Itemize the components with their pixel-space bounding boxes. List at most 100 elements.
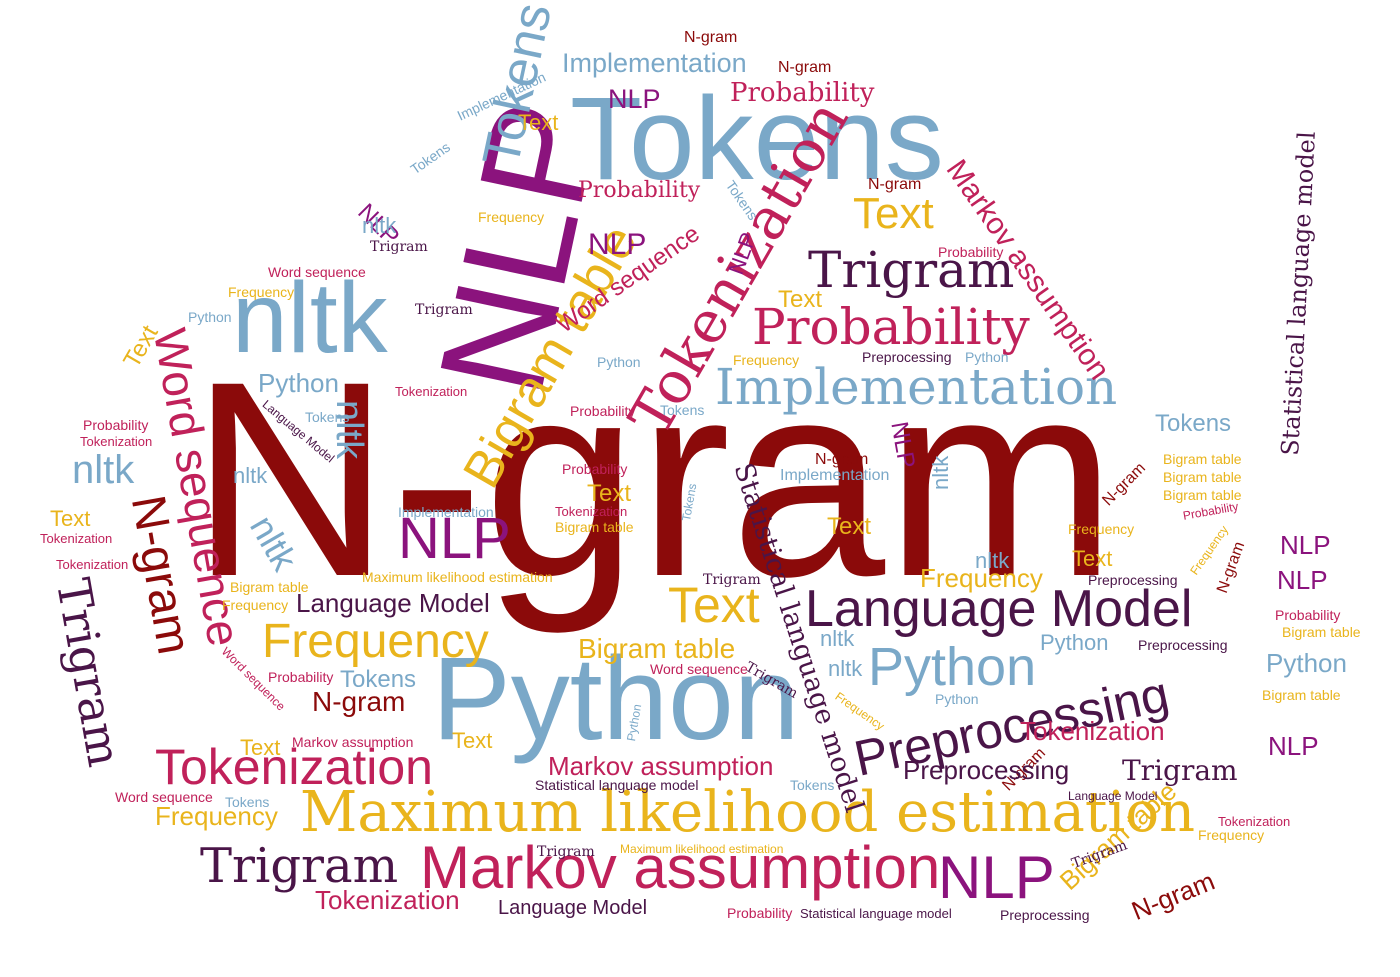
word-tokens: Tokens	[1155, 410, 1232, 437]
word-n-gram: N-gram	[778, 59, 832, 76]
word-language-model: Language Model	[1068, 789, 1158, 803]
word-probability: Probability	[570, 403, 636, 419]
word-bigram-table: Bigram table	[1262, 687, 1341, 703]
word-tokenization: Tokenization	[315, 885, 460, 915]
word-tokenization: Tokenization	[80, 434, 153, 449]
word-trigram: Trigram	[808, 241, 1015, 299]
word-tokenization: Tokenization	[40, 531, 113, 546]
word-bigram-table: Bigram table	[555, 519, 634, 535]
word-bigram-table: Bigram table	[1282, 624, 1361, 640]
word-n-gram: N-gram	[1127, 865, 1219, 926]
word-nltk: nltk	[975, 548, 1010, 573]
word-python: Python	[258, 368, 339, 398]
word-probability: Probability	[752, 298, 1030, 356]
word-word-sequence: Word sequence	[115, 789, 213, 805]
word-markov-assumption: Markov assumption	[292, 734, 414, 750]
word-bigram-table: Bigram table	[578, 633, 736, 664]
word-language-model: Language Model	[498, 897, 648, 919]
word-markov-assumption: Markov assumption	[420, 834, 941, 901]
word-bigram-table: Bigram table	[1163, 451, 1242, 467]
word-maximum-likelihood-estimation: Maximum likelihood estimation	[620, 842, 784, 856]
word-tokens: Tokens	[790, 777, 835, 793]
word-text: Text	[827, 513, 872, 540]
word-preprocessing: Preprocessing	[903, 755, 1070, 785]
word-n-gram: N-gram	[1214, 539, 1249, 596]
word-tokenization: Tokenization	[155, 739, 433, 795]
word-tokens: Tokens	[340, 666, 417, 693]
word-tokens: Tokens	[570, 73, 944, 205]
word-python: Python	[868, 637, 1037, 697]
word-text: Text	[50, 506, 91, 531]
word-preprocessing: Preprocessing	[862, 349, 952, 365]
word-nltk: nltk	[233, 463, 268, 488]
word-statistical-language-model: Statistical language model	[535, 777, 699, 793]
word-preprocessing: Preprocessing	[1000, 907, 1090, 923]
word-statistical-language-model: Statistical language model	[800, 906, 952, 921]
word-trigram: Trigram	[45, 574, 132, 771]
word-preprocessing: Preprocessing	[1088, 572, 1178, 588]
word-nltk: nltk	[362, 213, 397, 238]
word-python: Python	[597, 354, 641, 370]
word-trigram: Trigram	[537, 844, 595, 860]
word-maximum-likelihood-estimation: Maximum likelihood estimation	[362, 569, 553, 585]
word-frequency: Frequency	[920, 563, 1043, 593]
word-trigram: Trigram	[1122, 754, 1238, 787]
word-n-gram: N-gram	[868, 176, 922, 193]
word-bigram-table: Bigram table	[1163, 487, 1242, 503]
word-trigram: Trigram	[703, 572, 761, 588]
word-probability: Probability	[938, 244, 1004, 260]
word-tokenization: Tokenization	[1020, 716, 1165, 746]
word-frequency: Frequency	[1198, 827, 1265, 843]
word-python: Python	[432, 633, 800, 765]
word-tokens: Tokens	[305, 409, 350, 425]
word-text: Text	[587, 480, 632, 507]
word-bigram-table: Bigram table	[1163, 469, 1242, 485]
word-language-model: Language Model	[296, 588, 490, 618]
word-frequency: Frequency	[262, 615, 489, 668]
word-implementation: Implementation	[780, 467, 890, 484]
word-tokens: Tokens	[225, 794, 270, 810]
word-nlp: NLP	[1280, 530, 1331, 560]
word-word-sequence: Word sequence	[650, 661, 748, 677]
word-preprocessing: Preprocessing	[1138, 637, 1228, 653]
word-implementation: Implementation	[398, 504, 494, 520]
word-text: Text	[668, 577, 760, 633]
word-frequency: Frequency	[155, 801, 278, 831]
word-probability: Probability	[562, 461, 628, 477]
word-implementation: Implementation	[562, 48, 747, 78]
word-nltk: nltk	[72, 448, 135, 492]
word-probability: Probability	[727, 905, 793, 921]
word-nlp: NLP	[588, 228, 647, 261]
word-text: Text	[452, 728, 493, 753]
word-python: Python	[1040, 630, 1109, 655]
word-trigram: Trigram	[200, 838, 399, 894]
word-markov-assumption: Markov assumption	[548, 751, 774, 781]
word-nlp: NLP	[938, 844, 1055, 911]
word-probability: Probability	[1275, 607, 1341, 623]
word-n-gram: N-gram	[684, 29, 738, 46]
word-bigram-table: Bigram table	[230, 579, 309, 595]
word-trigram: Trigram	[370, 239, 428, 255]
word-python: Python	[1266, 648, 1347, 678]
word-python: Python	[935, 691, 979, 707]
word-python: Python	[188, 309, 232, 325]
word-text: Text	[518, 110, 559, 135]
word-implementation: Implementation	[715, 358, 1118, 416]
word-nlp: NLP	[398, 506, 511, 571]
word-nlp: NLP	[1277, 565, 1328, 595]
word-probability: Probability	[578, 178, 701, 203]
word-tokenization: Tokenization	[56, 557, 129, 572]
word-text: Text	[1072, 546, 1113, 571]
word-trigram: Trigram	[415, 302, 473, 318]
word-nltk: nltk	[828, 656, 863, 681]
word-word-sequence: Word sequence	[268, 264, 366, 280]
word-n-gram: N-gram	[312, 686, 406, 717]
word-nltk: nltk	[232, 262, 388, 374]
word-text: Text	[778, 286, 823, 313]
word-nlp: NLP	[608, 84, 661, 114]
word-tokens: Tokens	[660, 402, 705, 418]
word-n-gram: N-gram	[815, 451, 869, 468]
word-probability: Probability	[730, 78, 875, 108]
word-tokens: Tokens	[407, 138, 453, 178]
